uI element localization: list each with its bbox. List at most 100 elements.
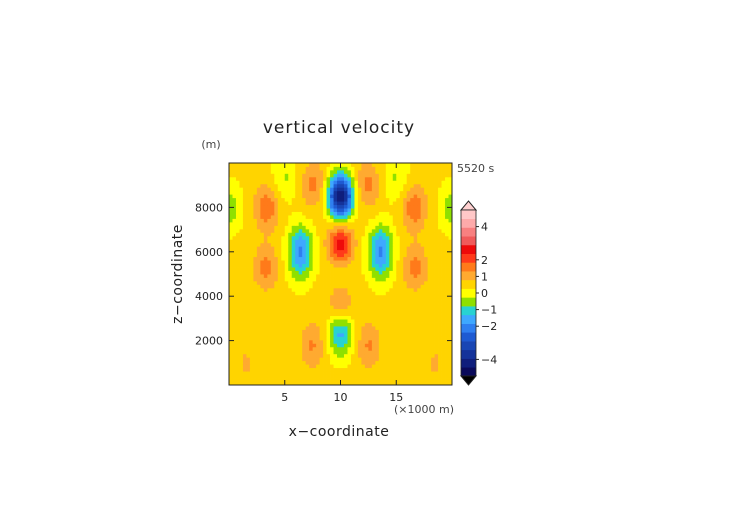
field-cell xyxy=(438,180,442,185)
field-cell xyxy=(375,287,380,292)
field-cell xyxy=(256,339,261,344)
field-cell xyxy=(357,225,362,230)
field-cell xyxy=(239,176,244,181)
field-cell xyxy=(281,232,286,237)
field-cell xyxy=(343,190,348,195)
field-cell xyxy=(312,274,317,278)
field-cell xyxy=(260,301,265,306)
field-cell xyxy=(291,284,296,289)
field-cell xyxy=(298,381,303,386)
field-cell xyxy=(235,326,240,330)
field-cell xyxy=(235,319,240,323)
field-cell xyxy=(385,169,390,174)
field-cell xyxy=(333,263,338,268)
field-cell xyxy=(375,239,380,244)
field-cell xyxy=(309,173,314,178)
field-cell xyxy=(445,263,449,268)
field-cell xyxy=(239,287,244,292)
field-cell xyxy=(295,367,300,372)
field-cell xyxy=(350,326,355,330)
field-cell xyxy=(330,280,334,285)
field-cell xyxy=(438,263,442,268)
field-cell xyxy=(242,246,247,251)
field-cell xyxy=(406,360,411,365)
field-cell xyxy=(249,329,254,334)
field-cell xyxy=(406,225,411,230)
field-cell xyxy=(232,204,237,209)
field-cell xyxy=(438,232,442,237)
field-cell xyxy=(438,242,442,247)
field-cell xyxy=(368,343,373,348)
field-cell xyxy=(438,305,442,310)
field-cell xyxy=(284,339,289,344)
field-cell xyxy=(347,260,352,264)
field-cell xyxy=(389,260,394,264)
field-cell xyxy=(406,211,411,216)
field-cell xyxy=(263,374,268,379)
field-cell xyxy=(330,364,334,369)
field-cell xyxy=(239,329,244,334)
field-cell xyxy=(256,176,261,181)
field-cell xyxy=(298,343,303,348)
field-cell xyxy=(298,301,303,306)
field-cell xyxy=(326,319,331,323)
field-cell xyxy=(361,221,366,226)
field-cell xyxy=(277,305,282,310)
field-cell xyxy=(323,173,327,178)
field-cell xyxy=(368,194,373,199)
field-cell xyxy=(371,381,376,386)
field-cell xyxy=(263,190,268,195)
field-cell xyxy=(239,260,244,264)
colorbar-tick-label: −4 xyxy=(481,353,497,366)
field-cell xyxy=(354,166,359,171)
field-cell xyxy=(399,183,404,188)
field-cell xyxy=(417,378,422,382)
field-cell xyxy=(378,211,383,216)
field-cell xyxy=(357,166,362,171)
field-cell xyxy=(350,319,355,323)
field-cell xyxy=(302,163,307,167)
field-cell xyxy=(382,301,387,306)
field-cell xyxy=(350,301,355,306)
field-cell xyxy=(239,267,244,271)
field-cell xyxy=(249,312,254,317)
field-cell xyxy=(270,357,275,362)
field-cell xyxy=(256,180,261,185)
field-cell xyxy=(340,246,345,251)
field-cell xyxy=(378,346,383,351)
field-cell xyxy=(330,312,334,317)
field-cell xyxy=(354,176,359,181)
field-cell xyxy=(368,246,373,251)
field-cell xyxy=(323,326,327,330)
field-cell xyxy=(417,274,422,278)
field-cell xyxy=(420,360,425,365)
field-cell xyxy=(284,260,289,264)
field-cell xyxy=(270,211,275,216)
field-cell xyxy=(445,270,449,275)
field-cell xyxy=(448,197,453,202)
field-cell xyxy=(361,291,366,296)
field-cell xyxy=(399,267,404,271)
field-cell xyxy=(343,270,348,275)
field-cell xyxy=(309,339,314,344)
field-cell xyxy=(235,263,240,268)
field-cell xyxy=(417,176,422,181)
field-cell xyxy=(406,215,411,219)
field-cell xyxy=(427,246,432,251)
field-cell xyxy=(343,346,348,351)
field-cell xyxy=(364,183,369,188)
field-cell xyxy=(256,332,261,337)
field-cell xyxy=(249,274,254,278)
field-cell xyxy=(281,284,286,289)
field-cell xyxy=(274,280,279,285)
field-cell xyxy=(445,353,449,358)
field-cell xyxy=(434,336,439,341)
field-cell xyxy=(229,298,233,303)
field-cell xyxy=(396,291,401,296)
field-cell xyxy=(295,176,300,181)
field-cell xyxy=(445,315,449,320)
field-cell xyxy=(229,336,233,341)
field-cell xyxy=(378,204,383,209)
field-cell xyxy=(396,346,401,351)
field-cell xyxy=(406,346,411,351)
